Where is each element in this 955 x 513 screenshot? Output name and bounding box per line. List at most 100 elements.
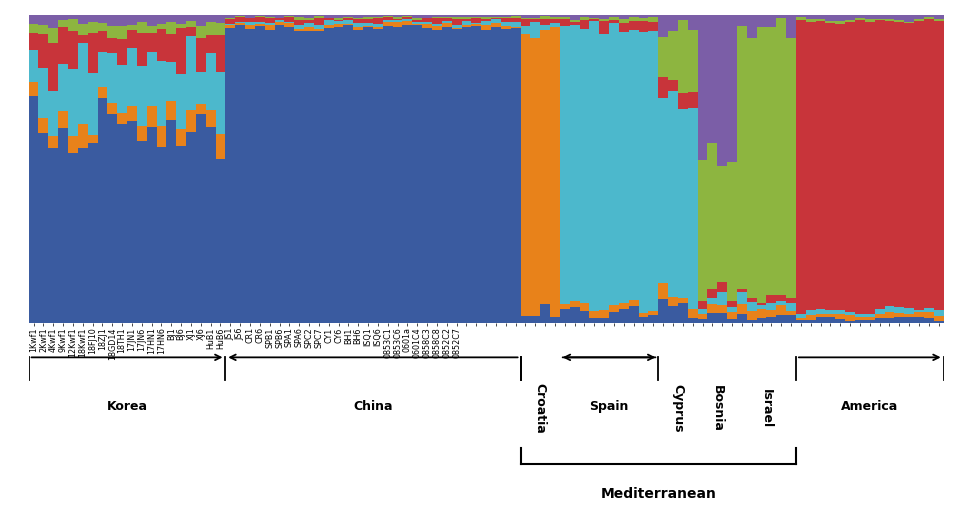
Bar	[619, 303, 628, 309]
Bar	[639, 313, 648, 317]
Text: Spain: Spain	[589, 400, 628, 413]
Bar	[688, 318, 697, 323]
Bar	[727, 312, 737, 319]
Text: China: China	[353, 400, 393, 413]
Bar	[58, 15, 68, 21]
Bar	[845, 22, 855, 312]
Bar	[491, 27, 500, 323]
Bar	[157, 29, 166, 61]
Bar	[127, 121, 137, 323]
Bar	[708, 313, 717, 323]
Bar	[678, 303, 688, 323]
Bar	[609, 24, 619, 305]
Bar	[845, 15, 855, 19]
Bar	[628, 16, 639, 21]
Bar	[678, 109, 688, 298]
Bar	[599, 21, 609, 34]
Bar	[265, 23, 275, 25]
Bar	[383, 19, 393, 22]
Bar	[461, 27, 472, 323]
Bar	[344, 26, 353, 323]
Bar	[727, 162, 737, 301]
Bar	[845, 314, 855, 321]
Bar	[560, 15, 570, 17]
Bar	[786, 314, 796, 323]
Bar	[648, 15, 658, 17]
Bar	[442, 27, 452, 323]
Bar	[550, 28, 560, 317]
Bar	[472, 25, 481, 26]
Bar	[294, 15, 304, 17]
Bar	[413, 19, 422, 23]
Bar	[333, 24, 344, 28]
Bar	[589, 319, 599, 323]
Bar	[38, 34, 49, 68]
Bar	[78, 124, 88, 148]
Bar	[776, 315, 786, 323]
Bar	[196, 37, 205, 72]
Bar	[816, 309, 825, 314]
Bar	[186, 36, 196, 110]
Bar	[166, 120, 177, 323]
Bar	[225, 28, 235, 323]
Bar	[648, 315, 658, 323]
Bar	[78, 34, 88, 43]
Bar	[756, 308, 767, 318]
Bar	[353, 30, 363, 323]
Bar	[127, 26, 137, 30]
Bar	[432, 30, 442, 323]
Bar	[285, 22, 294, 23]
Bar	[68, 153, 78, 323]
Bar	[402, 21, 413, 25]
Bar	[500, 29, 511, 323]
Bar	[107, 114, 117, 323]
Bar	[68, 135, 78, 153]
Bar	[127, 48, 137, 106]
Bar	[461, 17, 472, 18]
Bar	[196, 72, 205, 104]
Bar	[314, 31, 324, 323]
Bar	[875, 318, 884, 323]
Bar	[747, 298, 756, 302]
Bar	[806, 315, 816, 320]
Bar	[688, 92, 697, 108]
Bar	[875, 314, 884, 318]
Bar	[511, 16, 520, 17]
Bar	[717, 282, 727, 292]
Bar	[196, 26, 205, 37]
Bar	[186, 15, 196, 22]
Bar	[560, 26, 570, 304]
Bar	[304, 17, 314, 20]
Bar	[97, 23, 107, 31]
Bar	[196, 15, 205, 26]
Bar	[107, 53, 117, 103]
Bar	[658, 97, 668, 283]
Bar	[786, 38, 796, 298]
Bar	[245, 22, 255, 26]
Bar	[383, 16, 393, 17]
Bar	[491, 17, 500, 19]
Bar	[530, 17, 541, 19]
Bar	[157, 61, 166, 126]
Bar	[205, 15, 216, 22]
Bar	[865, 23, 875, 314]
Bar	[58, 128, 68, 323]
Bar	[461, 18, 472, 21]
Bar	[452, 29, 461, 323]
Bar	[461, 21, 472, 25]
Bar	[796, 15, 806, 17]
Bar	[29, 33, 38, 50]
Bar	[855, 314, 865, 317]
Bar	[491, 16, 500, 17]
Bar	[147, 33, 157, 52]
Bar	[767, 295, 776, 303]
Bar	[363, 26, 373, 27]
Bar	[38, 117, 49, 133]
Bar	[520, 19, 530, 26]
Bar	[923, 318, 934, 323]
Bar	[186, 132, 196, 323]
Bar	[500, 15, 511, 17]
Bar	[708, 304, 717, 313]
Bar	[923, 308, 934, 312]
Bar	[914, 15, 923, 19]
